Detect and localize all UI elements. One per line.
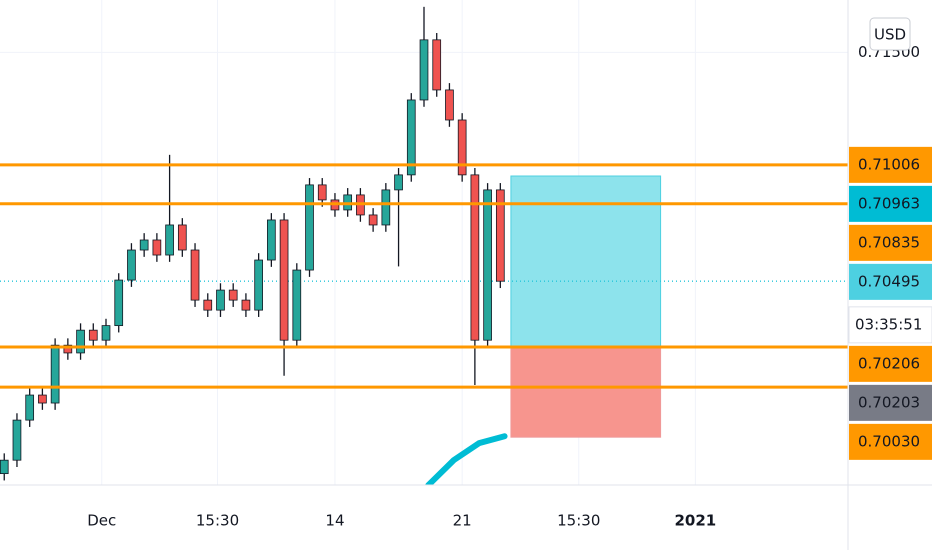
price-label: 0.71006 [858, 155, 920, 173]
countdown: 03:35:51 [855, 315, 922, 333]
candle-body [228, 289, 238, 301]
candle-body [88, 329, 98, 341]
price-label: 0.70203 [858, 393, 920, 411]
price-label-box [849, 384, 932, 421]
candle-body [457, 119, 467, 176]
x-tick-label: 14 [325, 512, 344, 530]
candle-body [381, 189, 391, 226]
candle-body [127, 249, 136, 281]
loss-zone [510, 346, 662, 438]
candle-body [267, 219, 276, 261]
candle-body [165, 224, 174, 256]
currency-button[interactable] [869, 17, 911, 51]
candle-body [406, 99, 416, 176]
candle-body [292, 269, 302, 341]
x-tick-label: 2021 [674, 512, 716, 530]
candle-body [139, 239, 149, 251]
candle-body [432, 39, 442, 91]
price-label-box [849, 185, 932, 222]
candle-body [63, 344, 73, 354]
candle-body [305, 184, 314, 271]
candle-body [25, 394, 35, 421]
currency-label[interactable]: USD [874, 26, 906, 44]
candle-body [190, 249, 200, 301]
candle-body [0, 459, 9, 475]
plot-area [0, 0, 848, 485]
candle-body [470, 174, 480, 341]
candle-body [114, 279, 124, 327]
candle-body [483, 189, 492, 341]
candle-body [152, 239, 162, 256]
price-label: 0.70495 [858, 272, 920, 290]
candle-body [76, 329, 85, 354]
candle-body [177, 224, 187, 251]
candle-body [445, 89, 454, 121]
candle-body [368, 214, 378, 226]
price-label: 0.70030 [858, 432, 920, 450]
candle-body [50, 344, 60, 404]
candle-body [279, 219, 289, 341]
candle-body [12, 419, 22, 461]
candle-body [254, 259, 263, 311]
moving-average [425, 433, 508, 485]
candle-body [216, 289, 225, 311]
candle-body [495, 189, 505, 282]
profit-zone [510, 175, 662, 348]
x-tick-label: 15:30 [196, 512, 239, 530]
price-label: 0.70963 [858, 194, 920, 212]
candle-body [419, 39, 429, 101]
candle-body [203, 299, 213, 311]
candle-body [394, 174, 403, 191]
price-label-box [849, 146, 932, 183]
price-label: 0.70206 [858, 354, 920, 372]
x-tick-label: Dec [87, 512, 116, 530]
candle-body [38, 394, 47, 404]
axes: Dec 15:30 14 21 15:30 20210.715000.710060.709… [87, 43, 932, 530]
x-tick-label: 21 [453, 512, 472, 530]
price-label-box [849, 345, 932, 382]
candle-body [317, 184, 327, 201]
price-label-box [849, 224, 932, 261]
x-tick-label: 15:30 [557, 512, 600, 530]
candle-body [101, 325, 111, 341]
price-label-box [849, 263, 932, 300]
countdown-box [848, 306, 932, 344]
candle-body [241, 299, 251, 311]
price-label: 0.70835 [858, 233, 920, 251]
price-label-box [849, 423, 932, 460]
